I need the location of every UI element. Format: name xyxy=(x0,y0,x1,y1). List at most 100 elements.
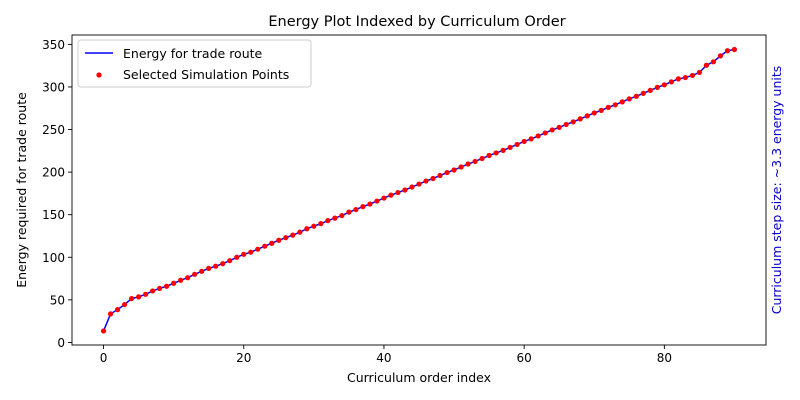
scatter-point xyxy=(689,72,695,79)
scatter-point xyxy=(542,130,548,136)
scatter-point xyxy=(423,178,429,184)
scatter-point xyxy=(290,232,296,238)
scatter-point xyxy=(248,249,254,255)
y-tick-label: 150 xyxy=(42,208,65,222)
scatter-point xyxy=(318,221,324,227)
scatter-point xyxy=(227,258,233,264)
scatter-point xyxy=(353,206,359,213)
scatter-point xyxy=(598,107,604,113)
scatter-point xyxy=(556,124,562,130)
scatter-point xyxy=(577,116,583,122)
scatter-point xyxy=(570,119,576,125)
scatter-point xyxy=(164,283,170,289)
scatter-point xyxy=(486,152,492,159)
scatter-point xyxy=(114,307,121,313)
scatter-point xyxy=(696,69,703,76)
scatter-point xyxy=(661,82,667,88)
scatter-point xyxy=(668,79,674,85)
scatter-point xyxy=(192,271,198,277)
x-tick-label: 40 xyxy=(376,351,391,365)
scatter-point xyxy=(199,268,205,274)
scatter-point xyxy=(311,223,317,229)
scatter-point xyxy=(563,121,569,128)
y-tick-label: 50 xyxy=(50,293,65,307)
scatter-point xyxy=(367,201,373,207)
scatter-point xyxy=(255,246,261,252)
scatter-point xyxy=(710,59,717,65)
scatter-point xyxy=(717,53,724,59)
scatter-point xyxy=(234,254,240,260)
scatter-point xyxy=(332,215,338,221)
scatter-point xyxy=(430,175,436,182)
scatter-point xyxy=(304,226,310,232)
scatter-point xyxy=(157,285,163,291)
y-tick-label: 0 xyxy=(57,336,65,350)
x-tick-label: 20 xyxy=(236,351,251,365)
legend: Energy for trade route Selected Simulati… xyxy=(77,39,312,88)
scatter-point xyxy=(472,158,478,165)
scatter-point xyxy=(121,301,128,308)
scatter-point xyxy=(633,93,639,99)
scatter-point xyxy=(395,189,401,196)
scatter-point xyxy=(451,167,457,173)
axes-frame xyxy=(71,34,767,346)
scatter-point xyxy=(100,328,107,334)
right-axis-label: Curriculum step size: ~3.3 energy units xyxy=(769,66,784,315)
scatter-point xyxy=(276,237,282,243)
y-tick-label: 250 xyxy=(42,123,65,137)
y-tick-label: 200 xyxy=(42,166,65,180)
scatter-point xyxy=(374,198,380,204)
y-axis: 0 50 100 150 200 250 300 350 xyxy=(42,38,72,350)
legend-label-scatter: Selected Simulation Points xyxy=(123,67,289,82)
x-tick-label: 60 xyxy=(517,351,532,365)
x-tick-label: 0 xyxy=(100,351,108,365)
scatter-point xyxy=(213,263,219,269)
scatter-point xyxy=(346,209,352,215)
scatter-point xyxy=(584,113,590,119)
scatter-point xyxy=(731,46,738,53)
scatter-point xyxy=(178,277,184,283)
scatter-point xyxy=(591,110,597,116)
x-axis-label: Curriculum order index xyxy=(347,370,491,385)
scatter-point xyxy=(493,150,499,156)
scatter-point xyxy=(521,138,527,145)
scatter-point xyxy=(107,311,114,317)
scatter-point xyxy=(136,294,142,300)
scatter-point xyxy=(150,288,156,294)
scatter-point xyxy=(619,99,625,105)
scatter-point xyxy=(339,212,345,219)
legend-scatter-swatch xyxy=(96,72,102,78)
scatter-point xyxy=(297,229,303,235)
scatter-point xyxy=(185,275,191,281)
scatter-point xyxy=(388,192,394,198)
x-axis: 0 20 40 60 80 xyxy=(100,345,672,365)
y-tick-label: 300 xyxy=(42,80,65,94)
scatter-point xyxy=(549,127,555,133)
scatter-point xyxy=(626,96,632,102)
scatter-point xyxy=(269,240,275,246)
scatter-point xyxy=(128,295,135,302)
y-tick-label: 350 xyxy=(42,38,65,52)
scatter-point xyxy=(724,48,731,54)
scatter-point xyxy=(241,251,247,257)
y-tick-label: 100 xyxy=(42,251,65,265)
scatter-point xyxy=(402,187,408,193)
scatter-point xyxy=(262,243,268,249)
scatter-point xyxy=(143,291,149,297)
x-tick-label: 80 xyxy=(657,351,672,365)
scatter-point xyxy=(444,169,450,176)
scatter-point xyxy=(381,195,387,201)
scatter-point xyxy=(437,172,443,179)
scatter-point xyxy=(535,133,541,139)
scatter-point xyxy=(171,280,177,286)
scatter-point xyxy=(647,87,653,93)
scatter-point xyxy=(612,102,618,108)
scatter-point xyxy=(528,136,534,142)
scatter-point xyxy=(605,104,611,110)
legend-box xyxy=(77,39,312,88)
scatter-point xyxy=(500,147,506,153)
scatter-point xyxy=(465,161,471,167)
scatter-point xyxy=(507,144,513,151)
plot-area xyxy=(100,46,738,334)
scatter-point xyxy=(206,265,212,271)
